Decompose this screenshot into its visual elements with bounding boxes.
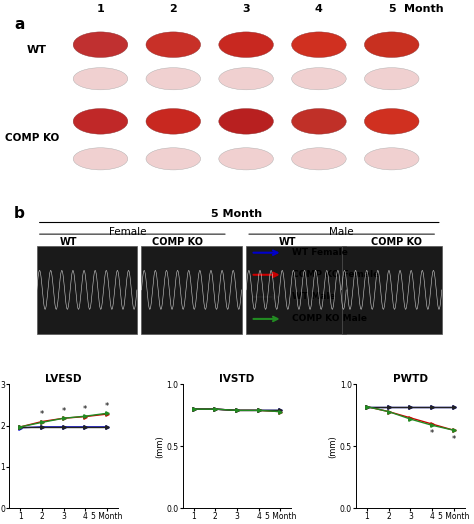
- Ellipse shape: [292, 32, 346, 58]
- Text: WT: WT: [60, 237, 77, 247]
- FancyBboxPatch shape: [246, 246, 346, 334]
- Ellipse shape: [365, 148, 419, 170]
- FancyBboxPatch shape: [37, 246, 137, 334]
- Text: WT Female: WT Female: [292, 248, 347, 257]
- Text: b: b: [14, 206, 25, 221]
- Title: IVSTD: IVSTD: [219, 374, 255, 384]
- Text: *: *: [105, 402, 109, 411]
- Title: PWTD: PWTD: [393, 374, 428, 384]
- Text: *: *: [452, 435, 456, 444]
- Text: 4: 4: [315, 4, 323, 14]
- Text: Female: Female: [109, 227, 146, 237]
- Ellipse shape: [219, 32, 273, 58]
- Ellipse shape: [292, 108, 346, 134]
- Text: WT: WT: [278, 237, 296, 247]
- Text: *: *: [430, 429, 434, 438]
- Text: WT: WT: [27, 45, 47, 55]
- Text: *: *: [40, 410, 44, 419]
- Text: COMP KO Female: COMP KO Female: [292, 270, 379, 279]
- Text: 5: 5: [388, 4, 395, 14]
- Text: Month: Month: [404, 4, 443, 14]
- Text: 2: 2: [169, 4, 177, 14]
- Ellipse shape: [292, 148, 346, 170]
- Ellipse shape: [219, 68, 273, 90]
- Text: 1: 1: [97, 4, 104, 14]
- Ellipse shape: [219, 108, 273, 134]
- Title: LVESD: LVESD: [46, 374, 82, 384]
- FancyBboxPatch shape: [141, 246, 242, 334]
- Text: a: a: [14, 17, 24, 32]
- Ellipse shape: [73, 68, 128, 90]
- Ellipse shape: [219, 148, 273, 170]
- Text: COMP KO: COMP KO: [371, 237, 422, 247]
- Y-axis label: (mm): (mm): [155, 435, 164, 457]
- Text: WT Male: WT Male: [292, 292, 335, 301]
- Ellipse shape: [146, 32, 201, 58]
- Text: 3: 3: [242, 4, 250, 14]
- Text: 5 Month: 5 Month: [211, 209, 263, 219]
- FancyBboxPatch shape: [342, 246, 442, 334]
- Ellipse shape: [365, 32, 419, 58]
- Ellipse shape: [73, 32, 128, 58]
- Ellipse shape: [292, 68, 346, 90]
- Text: *: *: [62, 407, 66, 416]
- Ellipse shape: [146, 108, 201, 134]
- Text: *: *: [83, 405, 87, 413]
- Ellipse shape: [73, 148, 128, 170]
- Ellipse shape: [146, 148, 201, 170]
- Text: Male: Male: [329, 227, 354, 237]
- Ellipse shape: [73, 108, 128, 134]
- Text: COMP KO Male: COMP KO Male: [292, 314, 366, 323]
- Text: COMP KO: COMP KO: [5, 134, 59, 144]
- Y-axis label: (mm): (mm): [328, 435, 337, 457]
- Ellipse shape: [365, 108, 419, 134]
- Text: COMP KO: COMP KO: [152, 237, 203, 247]
- Ellipse shape: [365, 68, 419, 90]
- Ellipse shape: [146, 68, 201, 90]
